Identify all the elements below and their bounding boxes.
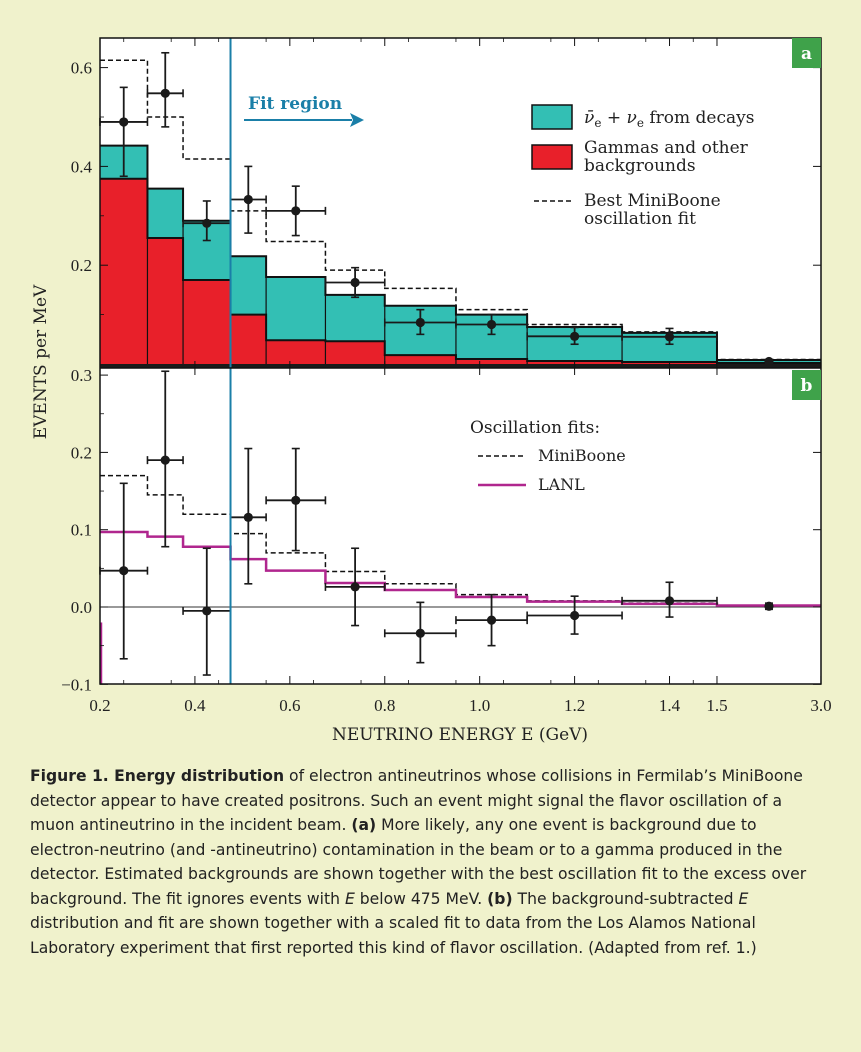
panel-a-point-10 <box>764 356 774 367</box>
legend-label-oscillation-line2: oscillation fit <box>584 209 696 229</box>
panel-a-point-1 <box>160 88 170 98</box>
caption-text-3: below 475 MeV. <box>354 889 488 908</box>
bar-gammas-5 <box>325 341 385 364</box>
bar-gammas-1 <box>147 238 184 364</box>
legend-swatch-gammas <box>531 144 573 170</box>
bar-gammas-3 <box>230 314 267 364</box>
legend-label-gammas-line2: backgrounds <box>584 156 696 176</box>
bar-gammas-0 <box>100 178 148 364</box>
fit-region-label: Fit region <box>248 94 342 114</box>
energy-distribution-chart: 0.2 0.4 0.6 0.8 1.0 1.2 1.4 1.5 3.0 NEUTRINO ENER… <box>31 37 832 745</box>
bar-gammas-6 <box>384 355 456 364</box>
legend-label-miniboone: MiniBoone <box>538 446 626 465</box>
caption-tag-a: (a) <box>351 816 377 834</box>
panel-b-point-5 <box>350 582 360 592</box>
x-tick-label: 1.0 <box>469 696 490 715</box>
panel-b-point-1 <box>160 455 170 465</box>
panel-b-point-3 <box>243 512 253 522</box>
panel-b-point-6 <box>415 628 425 638</box>
panel-a-point-5 <box>350 277 360 288</box>
panel-a-point-3 <box>243 194 253 205</box>
bar-gammas-2 <box>183 280 231 364</box>
panel-a-point-6 <box>415 317 425 328</box>
panel-a-point-2 <box>202 218 212 228</box>
x-tick-label: 1.2 <box>564 696 585 715</box>
panel-b-point-4 <box>291 495 301 505</box>
panel-b-point-7 <box>486 615 497 625</box>
x-tick-label: 0.6 <box>279 696 300 715</box>
x-tick-label: 1.4 <box>659 696 681 715</box>
legend-label-decays: ν̄e + νe from decays <box>584 108 754 130</box>
caption-text-2: More likely, any one event is background… <box>30 816 807 908</box>
panel-tag-a: a <box>801 44 812 64</box>
y-tick-label-a: 0.4 <box>71 157 93 176</box>
caption-tag-b: (b) <box>487 889 513 908</box>
x-tick-label: 1.5 <box>706 696 727 715</box>
panel-a-point-9 <box>664 332 675 342</box>
panel-a-point-7 <box>486 319 497 330</box>
y-tick-label-b: 0.2 <box>71 443 92 462</box>
legend-title-oscillation-fits: Oscillation fits: <box>470 418 600 438</box>
caption-title: Figure 1. Energy distribution <box>30 767 285 785</box>
y-tick-label-b: −0.1 <box>61 675 92 694</box>
panel-tag-b: b <box>801 376 813 396</box>
legends: ν̄e + νe from decays Gammas and otherback… <box>470 104 754 494</box>
fit-region-arrowhead <box>350 113 364 127</box>
panel-a-baseline <box>100 364 821 368</box>
panel-tag-a-box <box>792 38 821 68</box>
panel-b <box>99 370 821 684</box>
panel-tag-b-box <box>792 370 821 400</box>
panel-a <box>99 51 821 368</box>
legend-label-lanl: LANL <box>538 475 585 494</box>
caption-text-4: The background-subtracted <box>512 889 739 908</box>
panel-b-point-10 <box>764 601 774 611</box>
x-tick-label: 0.4 <box>184 696 206 715</box>
bar-gammas-7 <box>455 359 528 364</box>
y-tick-label-b: 0.0 <box>71 598 92 617</box>
x-tick-label: 3.0 <box>810 696 831 715</box>
panel-a-point-4 <box>291 206 301 216</box>
legend-label-oscillation-line1: Best MiniBoone <box>584 191 721 211</box>
panel-b-point-9 <box>664 596 675 606</box>
y-tick-label-b: 0.1 <box>71 521 92 540</box>
axes: 0.2 0.4 0.6 0.8 1.0 1.2 1.4 1.5 3.0 NEUTRINO ENER… <box>31 37 832 745</box>
legend-label-gammas-line1: Gammas and other <box>584 138 749 158</box>
panel-a-point-0 <box>119 117 129 127</box>
caption-text-1: of electron antineutrinos whose collisio… <box>30 767 803 834</box>
x-axis-label: NEUTRINO ENERGY E (GeV) <box>332 725 588 745</box>
panel-a-point-8 <box>570 331 580 341</box>
panel-b-point-0 <box>119 566 129 576</box>
x-tick-label: 0.8 <box>374 696 395 715</box>
caption-symbol-e-2: E <box>738 889 749 908</box>
panel-b-point-2 <box>202 606 212 616</box>
bar-gammas-4 <box>266 340 326 364</box>
y-tick-label-b: 0.3 <box>71 366 92 385</box>
caption-symbol-e-1: E <box>344 889 355 908</box>
y-tick-label-a: 0.6 <box>71 59 92 78</box>
y-tick-label-a: 0.2 <box>71 256 92 275</box>
y-axis-label: EVENTS per MeV <box>31 284 51 439</box>
x-tick-label: 0.2 <box>89 696 110 715</box>
panel-b-point-8 <box>570 610 580 621</box>
caption-text-5: distribution and fit are shown together … <box>30 914 757 957</box>
figure-caption: Figure 1. Energy distribution of electro… <box>30 764 830 960</box>
panel-b-plot-area <box>100 368 821 684</box>
legend-swatch-decays <box>531 104 573 130</box>
